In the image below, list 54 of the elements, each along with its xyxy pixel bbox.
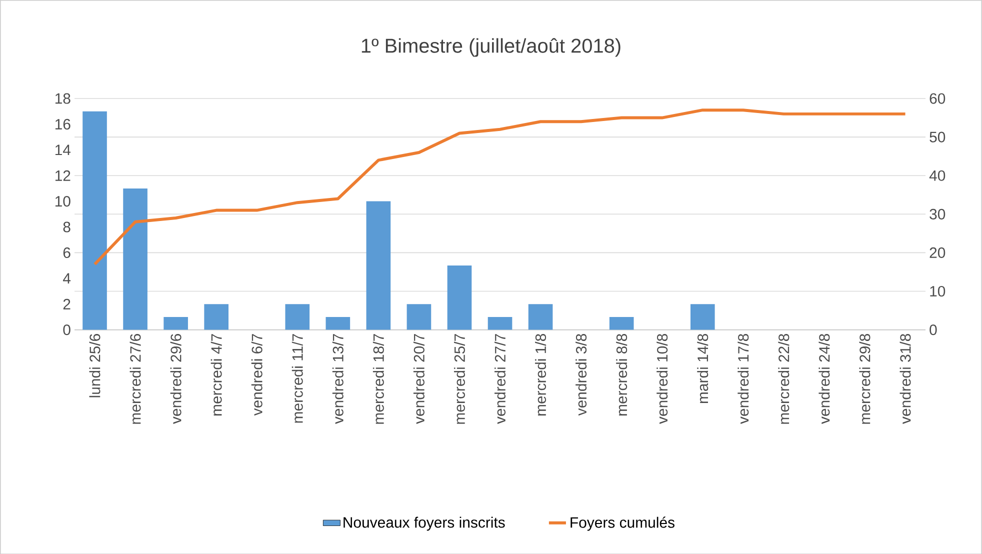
x-tick-label: mercredi 22/8 bbox=[778, 334, 790, 424]
y-tick-label: 16 bbox=[55, 118, 70, 130]
y2-tick-label: 30 bbox=[930, 208, 946, 220]
x-tick-label: vendredi 27/7 bbox=[494, 334, 506, 424]
bar bbox=[164, 316, 188, 330]
y2-tick-label: 50 bbox=[930, 132, 946, 142]
x-tick-label: mercredi 4/7 bbox=[210, 334, 222, 416]
bar bbox=[123, 188, 148, 330]
bar bbox=[528, 304, 553, 330]
bar bbox=[326, 316, 350, 330]
bar bbox=[82, 111, 107, 330]
legend-label: Nouveaux foyers inscrits bbox=[344, 516, 505, 530]
x-tick-label: mercredi 8/8 bbox=[616, 334, 628, 416]
y2-tick-label: 10 bbox=[930, 286, 946, 296]
x-tick-label: mercredi 18/7 bbox=[372, 334, 384, 424]
y-tick-label: 4 bbox=[63, 273, 71, 284]
bar bbox=[447, 265, 472, 330]
x-tick-label: mercredi 11/7 bbox=[292, 334, 303, 422]
bar bbox=[690, 304, 715, 330]
x-tick-label: vendredi 29/6 bbox=[170, 334, 182, 424]
x-tick-label: mardi 14/8 bbox=[697, 334, 708, 403]
x-tick-label: mercredi 25/7 bbox=[454, 334, 465, 424]
x-tick-label: mercredi 27/6 bbox=[130, 334, 141, 424]
y-tick-label: 0 bbox=[63, 324, 70, 335]
y2-tick-label: 40 bbox=[929, 170, 946, 181]
x-tick-label: vendredi 10/8 bbox=[656, 334, 668, 424]
x-tick-label: vendredi 17/8 bbox=[738, 334, 749, 424]
y2-tick-label: 20 bbox=[930, 247, 946, 258]
bar bbox=[366, 201, 391, 330]
y-tick-label: 18 bbox=[55, 92, 70, 104]
x-tick-label: vendredi 3/8 bbox=[576, 334, 587, 416]
x-tick-label: lundi 25/6 bbox=[89, 334, 100, 397]
x-tick-label: vendredi 24/8 bbox=[818, 334, 830, 424]
x-tick-label: vendredi 31/8 bbox=[900, 334, 911, 424]
bar bbox=[488, 316, 512, 330]
y-tick-label: 12 bbox=[55, 170, 70, 181]
bar bbox=[406, 304, 432, 330]
bar bbox=[204, 304, 228, 330]
x-tick-label: vendredi 13/7 bbox=[332, 334, 344, 424]
x-tick-label: mercredi 29/8 bbox=[859, 334, 870, 424]
bar bbox=[285, 304, 310, 330]
legend-label: Foyers cumulés bbox=[570, 516, 674, 531]
x-tick-label: vendredi 6/7 bbox=[251, 334, 262, 416]
y2-tick-label: 0 bbox=[930, 324, 937, 335]
bar bbox=[609, 316, 634, 330]
y-tick-label: 8 bbox=[63, 221, 70, 232]
y-tick-label: 2 bbox=[63, 298, 70, 310]
x-tick-label: vendredi 20/7 bbox=[413, 334, 424, 424]
chart-title: 1º Bimestre (juillet/août 2018) bbox=[362, 38, 620, 57]
y-tick-label: 10 bbox=[55, 196, 70, 206]
y-tick-label: 6 bbox=[63, 247, 70, 258]
x-tick-label: mercredi 1/8 bbox=[535, 334, 546, 416]
y2-tick-label: 60 bbox=[930, 92, 946, 104]
y-tick-label: 14 bbox=[55, 144, 71, 155]
